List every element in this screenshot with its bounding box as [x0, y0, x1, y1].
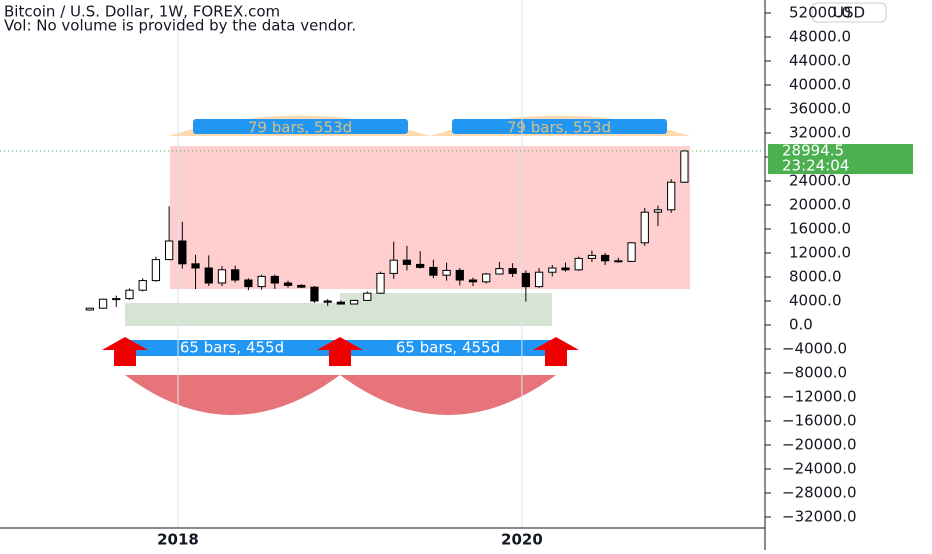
candle-body	[151, 259, 161, 282]
range-box	[170, 146, 690, 289]
candle-body	[138, 280, 147, 291]
candle-body	[521, 272, 530, 288]
candle-body	[614, 260, 623, 263]
annotation: 65 bars, 455d	[396, 339, 500, 357]
x-tick-label: 2020	[501, 531, 543, 549]
countdown-label: 23:24:04	[782, 157, 849, 175]
candle-body	[85, 307, 94, 311]
candle-body	[653, 209, 663, 213]
y-tick-label: 48000.0	[789, 28, 851, 46]
y-tick-label: −24000.0	[782, 460, 857, 478]
y-tick-label: −28000.0	[782, 484, 857, 502]
candle-body	[389, 259, 398, 274]
y-tick-label: 20000.0	[789, 196, 851, 214]
annotation: 65 bars, 455d	[180, 339, 284, 357]
y-tick-label: −32000.0	[782, 508, 857, 526]
label-box	[452, 119, 667, 134]
candle-body	[125, 289, 134, 300]
candle-body	[574, 257, 583, 271]
annotation: 79 bars, 553d	[507, 119, 611, 137]
label-box	[127, 340, 340, 356]
x-tick-label: 2018	[157, 531, 199, 549]
candle-body	[217, 269, 227, 284]
candle-body	[680, 150, 689, 183]
candle-body	[231, 269, 240, 281]
y-tick-label: 0.0	[789, 316, 813, 334]
candle-body	[534, 271, 544, 288]
candle-body	[112, 298, 121, 301]
arrow	[533, 337, 579, 366]
annotation: 79 bars, 553d	[248, 119, 352, 137]
y-tick-label: −12000.0	[782, 388, 857, 406]
y-tick-label: 24000.0	[789, 172, 851, 190]
candle-body	[600, 254, 610, 262]
label-box	[193, 119, 408, 134]
candle-body	[178, 240, 187, 265]
candle-body	[587, 254, 597, 259]
y-tick-label: 16000.0	[789, 220, 851, 238]
arc	[340, 375, 556, 415]
candle-body	[429, 266, 438, 276]
candle-body	[548, 267, 557, 273]
candle-body	[336, 301, 346, 305]
y-tick-label: −20000.0	[782, 436, 857, 454]
y-tick-label: 8000.0	[789, 268, 842, 286]
y-tick-label: −16000.0	[782, 412, 857, 430]
candle-body	[667, 181, 676, 211]
arc	[125, 375, 340, 415]
candle-body	[468, 279, 478, 283]
last-price-box	[768, 144, 913, 175]
range-box	[125, 303, 340, 326]
y-tick-label: 32000.0	[789, 124, 851, 142]
last-price-label: 28994.5	[782, 142, 844, 160]
y-tick-label: 52000.0	[789, 4, 851, 22]
candle-body	[310, 286, 319, 302]
candle-body	[455, 269, 464, 281]
y-tick-label: 4000.0	[789, 292, 842, 310]
candle-body	[270, 275, 279, 284]
y-tick-label: −4000.0	[782, 340, 847, 358]
candle-body	[257, 275, 266, 288]
candle-body	[244, 279, 253, 288]
candle-body	[363, 292, 372, 301]
candle-body	[402, 259, 412, 265]
candle-body	[508, 268, 517, 274]
arrow	[317, 337, 363, 366]
candle-body	[323, 300, 332, 303]
label-box	[340, 340, 555, 356]
candle-body	[561, 267, 570, 271]
candle-body	[376, 272, 385, 294]
candle-body	[495, 268, 504, 275]
currency-button[interactable]	[811, 2, 887, 23]
candle-body	[640, 211, 649, 244]
y-tick-label: 12000.0	[789, 244, 851, 262]
candle-body	[627, 242, 636, 262]
candle-body	[416, 263, 425, 268]
candle-body	[191, 263, 200, 269]
chart-title: Bitcoin / U.S. Dollar, 1W, FOREX.com	[4, 3, 280, 21]
arrow	[102, 337, 148, 366]
candle-body	[442, 269, 451, 276]
candle-body	[283, 282, 293, 286]
candle-body	[98, 298, 108, 309]
y-tick-label: 44000.0	[789, 52, 851, 70]
currency-label[interactable]: USD	[833, 4, 865, 22]
range-box	[340, 293, 552, 326]
candle-body	[482, 273, 491, 283]
y-tick-label: 40000.0	[789, 76, 851, 94]
candle-body	[164, 240, 174, 261]
candle-body	[349, 299, 359, 305]
y-tick-label: −8000.0	[782, 364, 847, 382]
chart-subtitle: Vol: No volume is provided by the data v…	[4, 17, 356, 35]
y-tick-label: 36000.0	[789, 100, 851, 118]
candle-body	[297, 284, 306, 288]
candle-body	[204, 267, 213, 284]
